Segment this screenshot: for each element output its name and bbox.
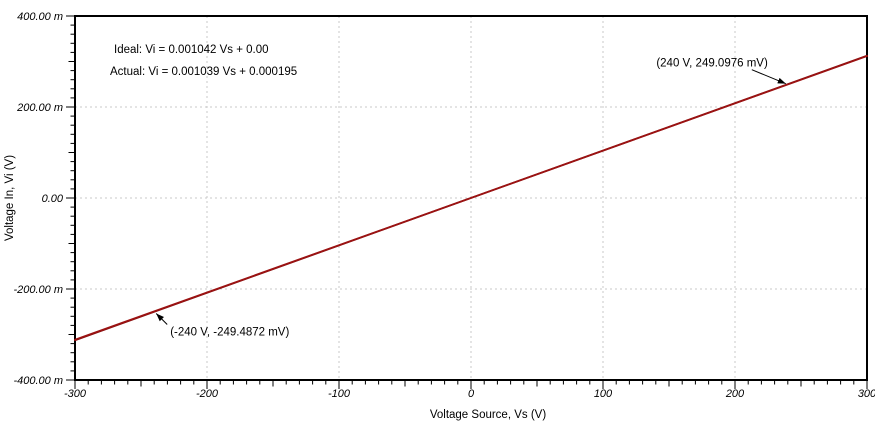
x-tick-label: 100: [594, 388, 613, 400]
x-tick-label: 200: [725, 388, 745, 400]
y-tick-label: 200.00 m: [16, 102, 63, 114]
trace-actual: [74, 55, 868, 341]
x-tick-label: -200: [196, 388, 219, 400]
y-axis-title: Voltage In, Vi (V): [4, 155, 16, 241]
gridlines: [75, 16, 867, 380]
annotation-positive-point: (240 V, 249.0976 mV): [656, 58, 786, 85]
x-tick-label: -100: [328, 388, 351, 400]
annotations: (240 V, 249.0976 mV) (-240 V, -249.4872 m…: [155, 58, 786, 339]
x-tick-label: 0: [468, 388, 475, 400]
equation-actual-label: Actual: Vi = 0.001039 Vs + 0.000195: [110, 66, 297, 78]
tick-labels: -300 -200 -100 0 100 200 300 400.00 m 200.00 m 0.…: [13, 11, 875, 400]
annotation-arrow: [155, 313, 168, 325]
annotation-arrow: [751, 69, 786, 85]
annotation-text: (-240 V, -249.4872 mV): [170, 327, 289, 339]
x-tick-label: -300: [64, 388, 87, 400]
annotation-text: (240 V, 249.0976 mV): [656, 58, 768, 70]
equation-ideal-label: Ideal: Vi = 0.001042 Vs + 0.00: [114, 44, 269, 56]
traces: [74, 54, 868, 342]
axis-ticks: [66, 15, 868, 389]
x-tick-label: 300: [858, 388, 875, 400]
y-tick-label: -400.00 m: [13, 375, 63, 387]
x-axis-title: Voltage Source, Vs (V): [430, 409, 547, 421]
plot-border: [74, 15, 868, 381]
annotation-negative-point: (-240 V, -249.4872 mV): [155, 313, 289, 339]
y-tick-label: 0.00: [42, 193, 64, 205]
y-tick-label: -200.00 m: [13, 284, 63, 296]
y-tick-label: 400.00 m: [17, 11, 63, 23]
